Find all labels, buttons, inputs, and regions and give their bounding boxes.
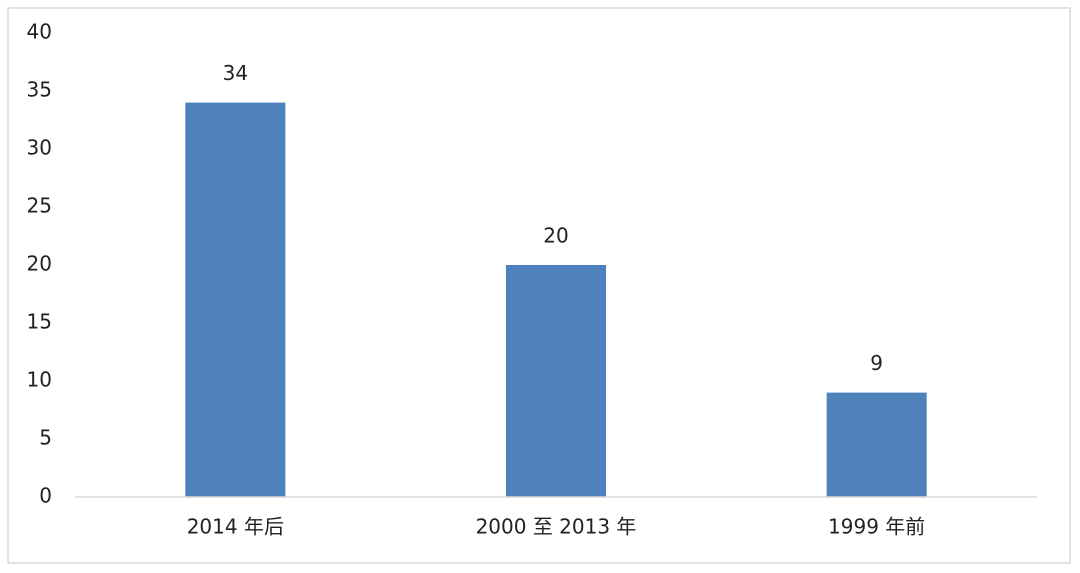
data-label: 9 — [870, 351, 883, 375]
x-tick-label: 1999 年前 — [828, 515, 925, 539]
x-tick-label: 2014 年后 — [187, 515, 284, 539]
y-tick-label: 10 — [27, 368, 52, 392]
y-tick-label: 35 — [27, 78, 52, 102]
data-label: 34 — [223, 61, 248, 85]
x-tick-label: 2000 至 2013 年 — [476, 515, 637, 539]
y-tick-label: 20 — [27, 252, 52, 276]
y-tick-label: 30 — [27, 136, 52, 160]
bar — [506, 265, 606, 497]
y-tick-label: 25 — [27, 194, 52, 218]
y-tick-label: 40 — [27, 20, 52, 44]
bar — [826, 392, 927, 497]
y-tick-label: 15 — [27, 310, 52, 334]
y-tick-label: 0 — [39, 484, 52, 508]
bar — [185, 102, 286, 497]
data-label: 20 — [543, 224, 568, 248]
y-tick-label: 5 — [39, 426, 52, 450]
